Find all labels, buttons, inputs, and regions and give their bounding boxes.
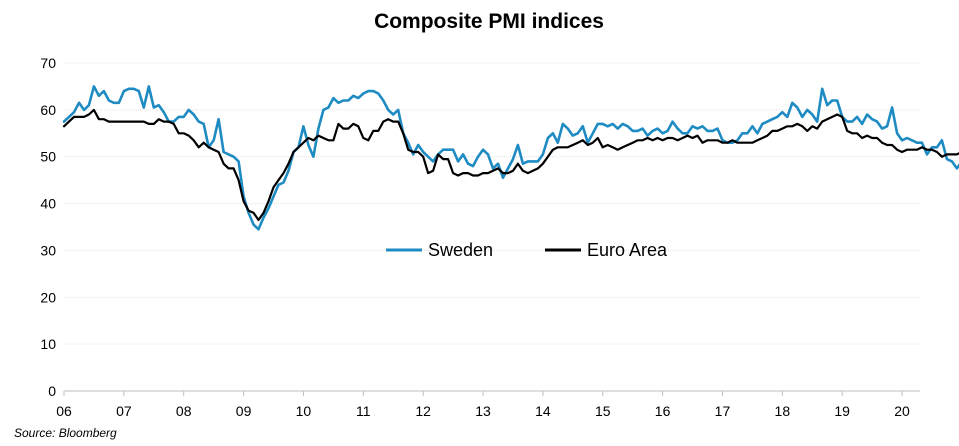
x-tick-label: 14 <box>535 403 551 419</box>
y-tick-label: 10 <box>40 336 56 352</box>
x-tick-label: 07 <box>116 403 132 419</box>
x-tick-label: 20 <box>894 403 910 419</box>
y-tick-label: 0 <box>48 383 56 399</box>
x-tick-label: 18 <box>775 403 791 419</box>
series-lines <box>62 85 959 231</box>
series-line-sweden <box>62 85 959 231</box>
y-tick-label: 20 <box>40 289 56 305</box>
x-tick-label: 11 <box>356 403 371 419</box>
legend-label-euro-area: Euro Area <box>587 240 668 260</box>
x-tick-label: 08 <box>176 403 192 419</box>
series-line-euro-area <box>62 108 959 222</box>
source-note: Source: Bloomberg <box>14 426 117 440</box>
x-tick-label: 06 <box>56 403 72 419</box>
y-tick-label: 50 <box>40 149 56 165</box>
y-tick-label: 70 <box>40 55 56 71</box>
x-tick-label: 16 <box>655 403 671 419</box>
x-axis: 06 07 08 09 10 11 12 13 14 15 16 17 18 19 20 <box>56 390 920 419</box>
x-tick-label: 19 <box>834 403 850 419</box>
legend-label-sweden: Sweden <box>428 240 493 260</box>
legend: Sweden Euro Area <box>386 240 668 260</box>
y-tick-label: 30 <box>40 242 56 258</box>
x-tick-label: 15 <box>595 403 611 419</box>
x-tick-label: 13 <box>475 403 491 419</box>
grid-lines <box>64 62 920 345</box>
x-tick-label: 09 <box>236 403 252 419</box>
chart-title: Composite PMI indices <box>374 10 604 33</box>
y-axis-ticks: 0 10 20 30 40 50 60 70 <box>40 55 56 399</box>
x-tick-label: 17 <box>715 403 731 419</box>
y-tick-label: 40 <box>40 196 56 212</box>
x-tick-label: 12 <box>415 403 431 419</box>
x-tick-label: 10 <box>296 403 312 419</box>
y-tick-label: 60 <box>40 102 56 118</box>
